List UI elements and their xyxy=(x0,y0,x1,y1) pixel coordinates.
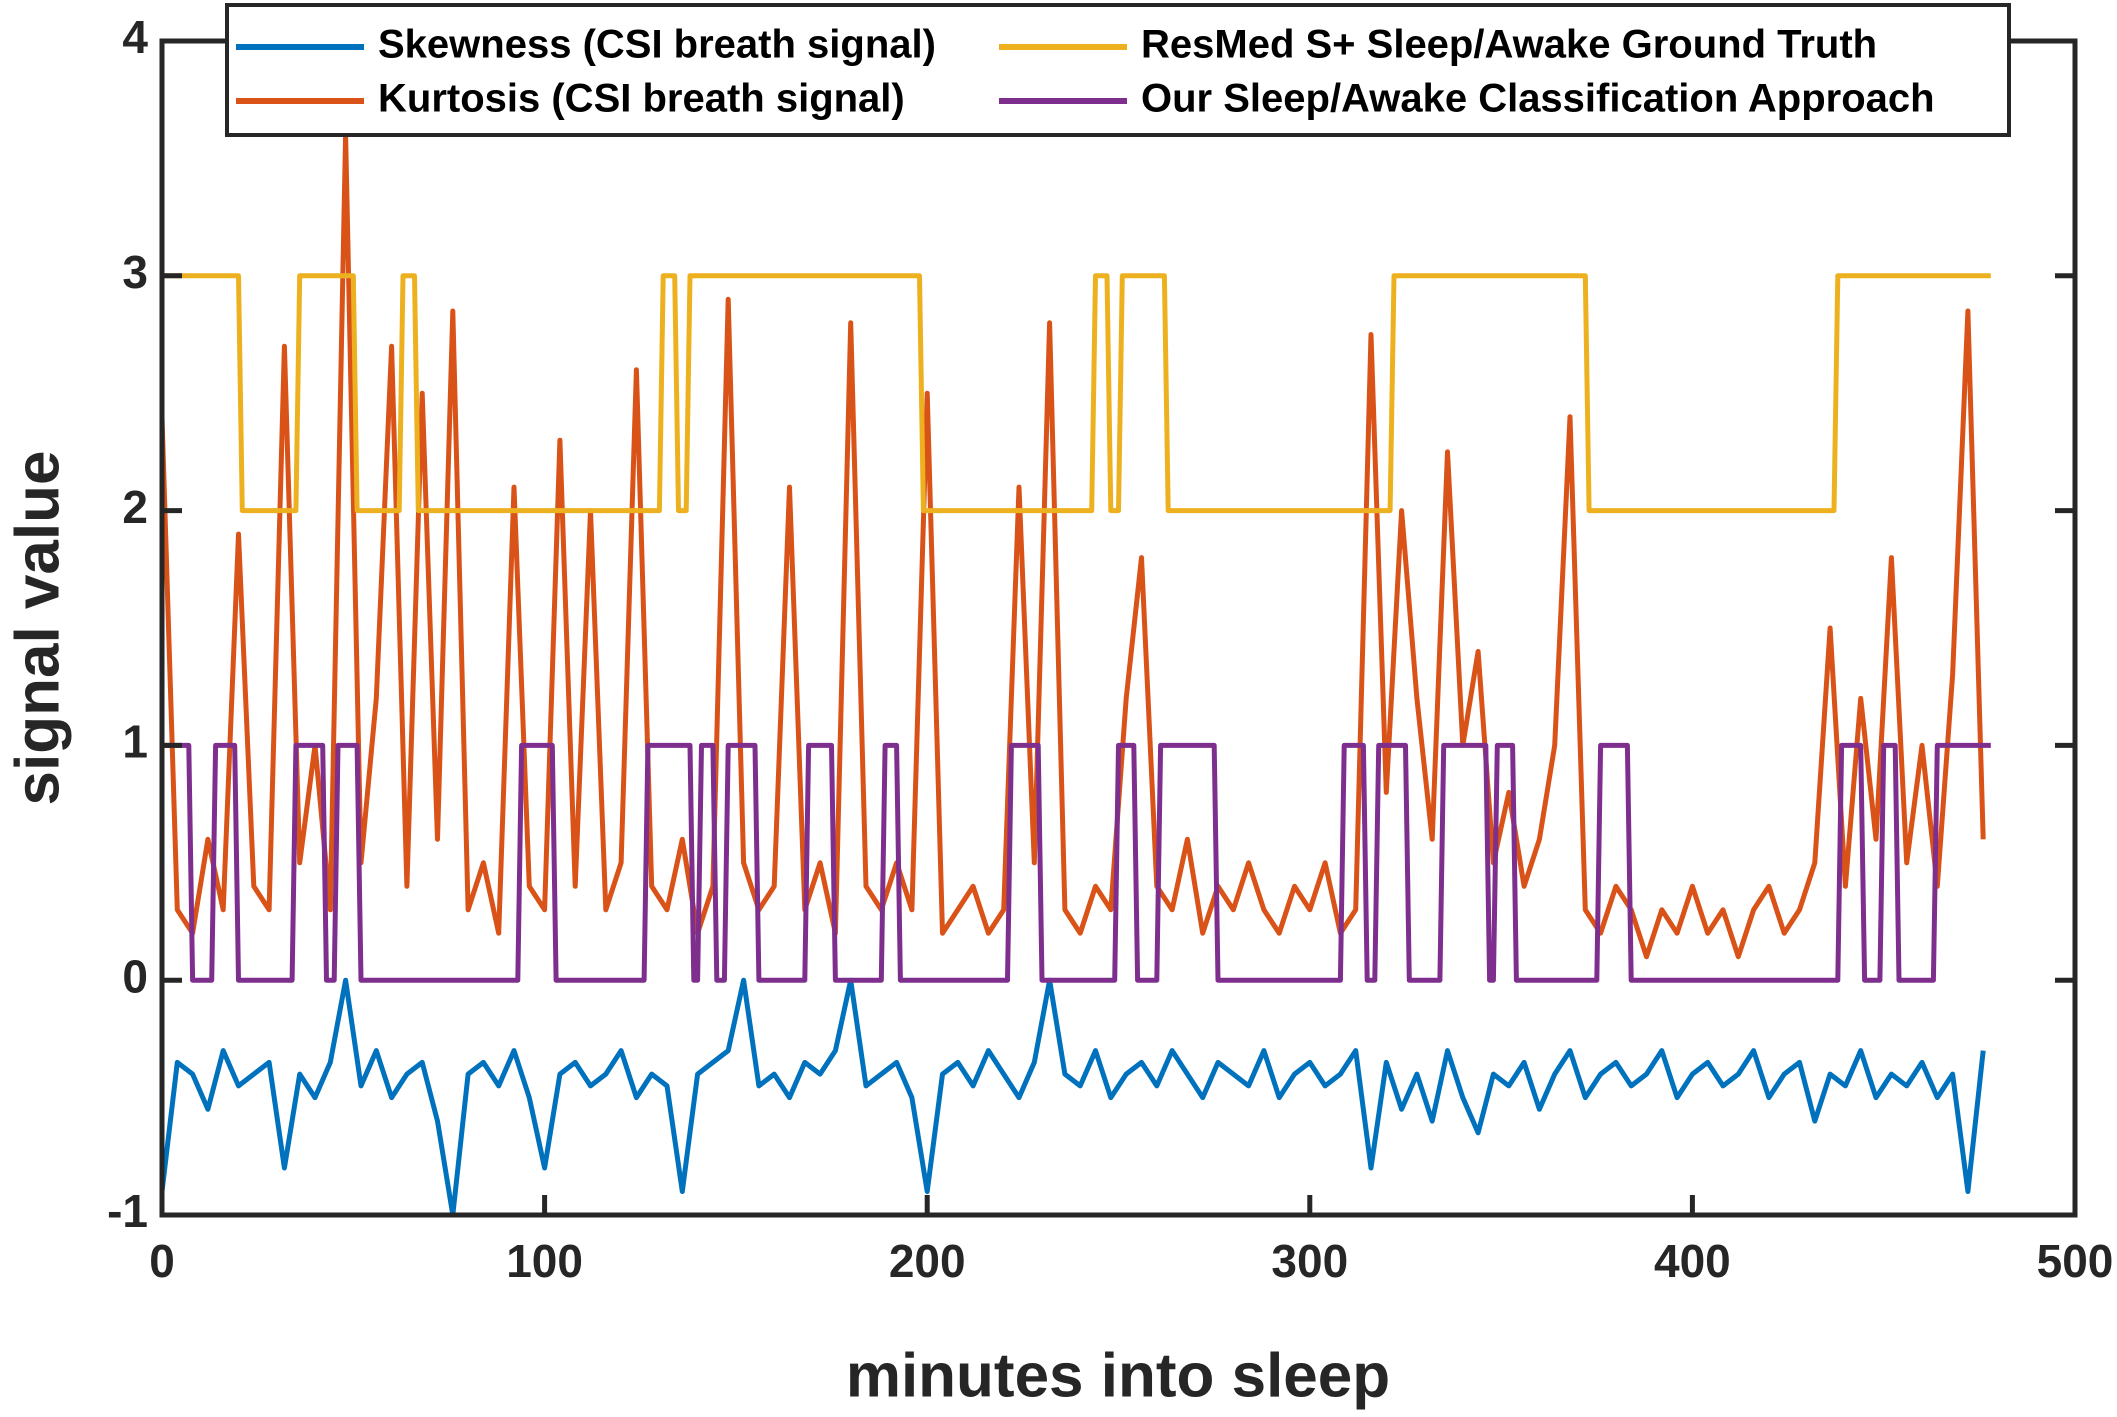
series-line xyxy=(159,977,1986,1218)
y-tick-label: 1 xyxy=(122,716,148,768)
legend-label: Our Sleep/Awake Classification Approach xyxy=(1141,77,1935,121)
x-tick-label: 500 xyxy=(2037,1235,2114,1287)
y-tick-label: 0 xyxy=(122,950,148,1002)
legend-label: ResMed S+ Sleep/Awake Ground Truth xyxy=(1141,23,1877,67)
plot-frame xyxy=(159,38,2078,1218)
legend-label: Kurtosis (CSI breath signal) xyxy=(378,77,905,121)
legend-label: Skewness (CSI breath signal) xyxy=(378,23,936,67)
legend: Skewness (CSI breath signal) Kurtosis (CS… xyxy=(225,3,2011,137)
y-axis-label: signal value xyxy=(3,451,72,806)
x-tick-label: 0 xyxy=(149,1235,175,1287)
series-line xyxy=(162,273,1991,514)
x-axis-label: minutes into sleep xyxy=(846,1341,1390,1410)
x-tick-label: 300 xyxy=(1271,1235,1348,1287)
y-tick-label: -1 xyxy=(107,1185,148,1237)
y-tick-label: 2 xyxy=(122,481,148,533)
series-line xyxy=(159,132,1986,960)
y-tick-label: 4 xyxy=(122,11,148,63)
x-tick-label: 200 xyxy=(889,1235,966,1287)
y-tick-label: 3 xyxy=(122,246,148,298)
x-tick-label: 100 xyxy=(506,1235,583,1287)
legend-box xyxy=(225,3,2011,137)
x-tick-label: 400 xyxy=(1654,1235,1731,1287)
series-line xyxy=(162,742,1991,983)
